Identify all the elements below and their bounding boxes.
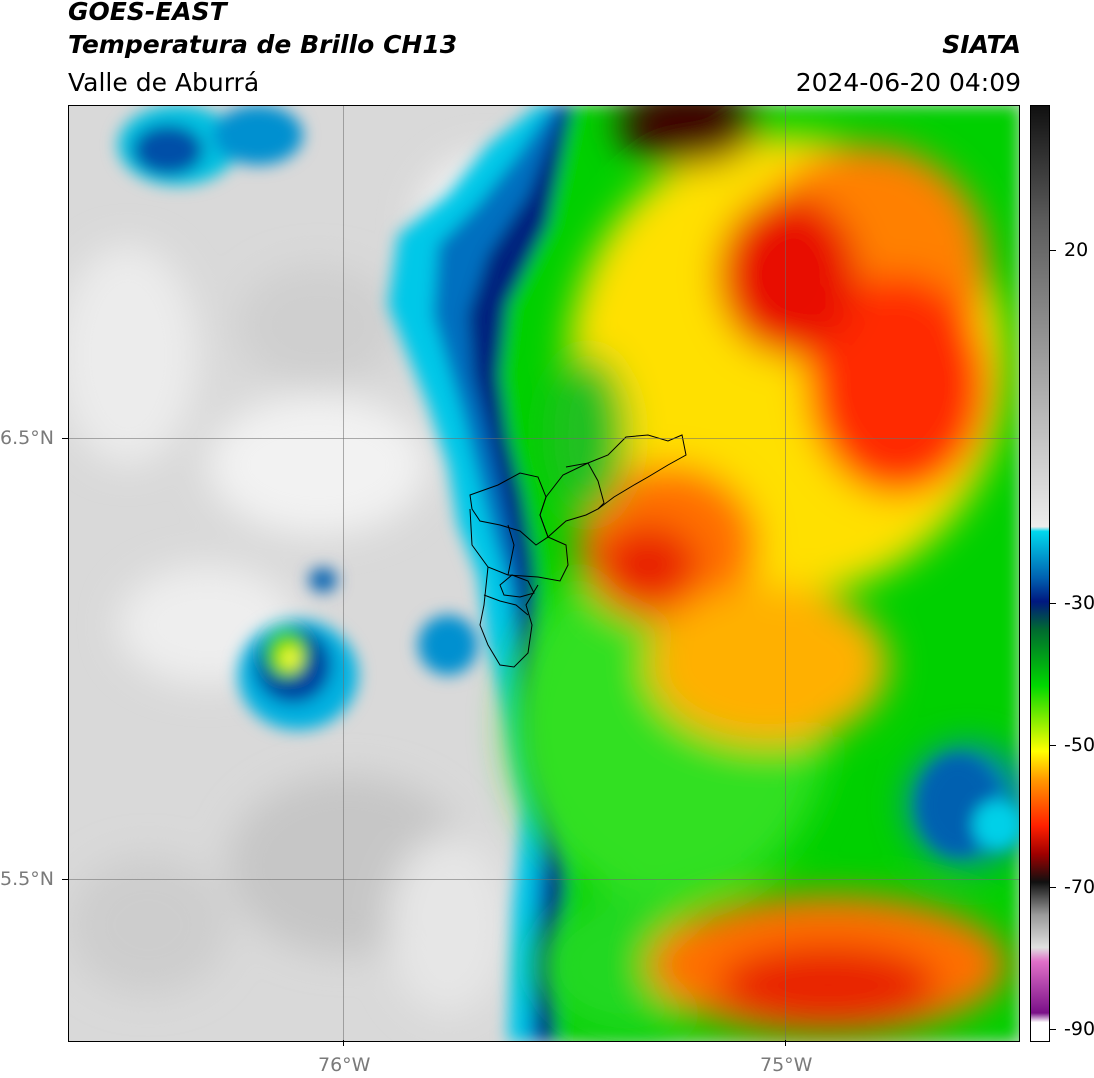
- latitude-gridline-5-5n: [68, 879, 1020, 880]
- x-tick-76w: [343, 1040, 344, 1046]
- satellite-title: GOES-EAST: [68, 0, 227, 26]
- y-tick-5-5n: [62, 879, 68, 880]
- colorbar-label-minus50: -50: [1064, 734, 1094, 756]
- longitude-gridline-75w: [785, 105, 786, 1042]
- longitude-gridline-76w: [343, 105, 344, 1042]
- temperature-field: [68, 105, 1020, 1042]
- colorbar-label-minus70: -70: [1064, 876, 1094, 898]
- x-label-76w: 76°W: [318, 1054, 371, 1076]
- colorbar-label-minus90: -90: [1064, 1018, 1094, 1040]
- colorbar-tick-20: [1050, 250, 1056, 251]
- colorbar-label-20: 20: [1064, 239, 1089, 261]
- y-tick-6-5n: [62, 438, 68, 439]
- organization-label: SIATA: [942, 30, 1021, 59]
- colorbar-tick-minus70: [1050, 887, 1056, 888]
- product-title: Temperatura de Brillo CH13: [68, 30, 458, 59]
- brightness-temperature-map[interactable]: [68, 105, 1020, 1042]
- x-label-75w: 75°W: [760, 1054, 813, 1076]
- colorbar-label-minus30: -30: [1064, 592, 1094, 614]
- colorbar-tick-minus30: [1050, 603, 1056, 604]
- datetime-label: 2024-06-20 04:09: [795, 68, 1021, 97]
- colorbar: [1030, 105, 1050, 1042]
- municipal-boundaries: [469, 434, 687, 668]
- y-label-5-5n: 5.5°N: [0, 868, 54, 890]
- y-label-6-5n: 6.5°N: [0, 427, 54, 449]
- latitude-gridline-6-5n: [68, 438, 1020, 439]
- colorbar-tick-minus50: [1050, 745, 1056, 746]
- colorbar-tick-minus90: [1050, 1029, 1056, 1030]
- x-tick-75w: [785, 1040, 786, 1046]
- region-subtitle: Valle de Aburrá: [68, 68, 260, 97]
